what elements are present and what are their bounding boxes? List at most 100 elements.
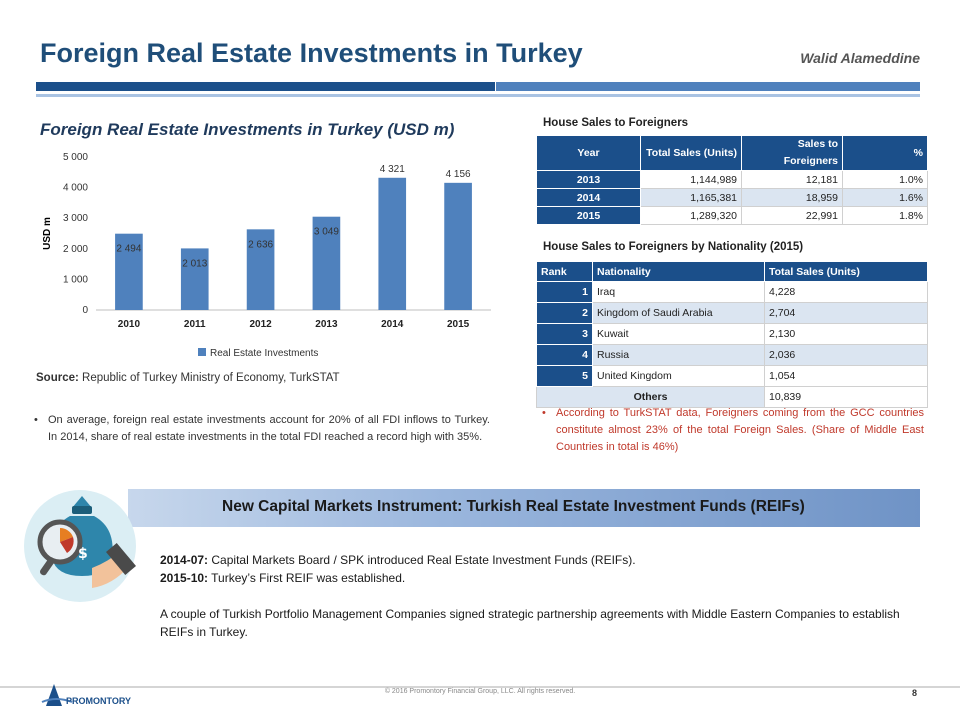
percent-cell: 1.0% <box>842 170 928 189</box>
legend-swatch <box>198 348 206 356</box>
total-sales-cell: 1,144,989 <box>640 170 742 189</box>
table-row: 2013 1,144,989 12,181 1.0% <box>536 170 928 189</box>
units-cell: 4,228 <box>764 281 928 303</box>
reif-info: 2014-07: Capital Markets Board / SPK int… <box>160 551 920 641</box>
copyright-notice: © 2016 Promontory Financial Group, LLC. … <box>384 688 576 695</box>
y-tick-label: 2 000 <box>63 244 88 255</box>
y-tick-label: 3 000 <box>63 213 88 224</box>
bar-value-label: 2 494 <box>116 244 141 255</box>
reif-item-text: Turkey’s First REIF was established. <box>211 571 406 585</box>
table-row: 2 Kingdom of Saudi Arabia 2,704 <box>536 302 928 324</box>
bar-value-label: 2 636 <box>248 239 273 250</box>
bar <box>444 182 472 310</box>
col-year: Year <box>536 135 641 171</box>
source-text: Republic of Turkey Ministry of Economy, … <box>82 372 340 384</box>
chart-source: Source: Republic of Turkey Ministry of E… <box>36 372 340 384</box>
bar-value-label: 4 156 <box>446 169 471 180</box>
source-label: Source: <box>36 372 79 384</box>
nationality-table: Rank Nationality Total Sales (Units) 1 I… <box>536 261 928 408</box>
rank-cell: 3 <box>536 323 593 345</box>
page-title: Foreign Real Estate Investments in Turke… <box>40 38 583 68</box>
bar <box>312 216 341 310</box>
money-bag-hand-icon: $ <box>24 490 137 602</box>
year-cell: 2013 <box>536 170 641 189</box>
svg-text:$: $ <box>78 546 88 562</box>
year-cell: 2015 <box>536 206 641 225</box>
reif-item: 2014-07: Capital Markets Board / SPK int… <box>160 551 920 569</box>
table-row: 1 Iraq 4,228 <box>536 281 928 303</box>
x-tick-label: 2012 <box>249 319 272 330</box>
legend-label: Real Estate Investments <box>210 348 318 359</box>
nationality-caption: House Sales to Foreigners by Nationality… <box>543 241 804 253</box>
company-logo: PROMONTORY <box>40 678 150 713</box>
house-sales-caption: House Sales to Foreigners <box>543 117 689 129</box>
x-tick-label: 2011 <box>184 319 206 330</box>
reif-item-text: Capital Markets Board / SPK introduced R… <box>211 553 636 567</box>
bar <box>115 233 143 310</box>
others-label-cell: Others <box>536 386 765 408</box>
reif-banner <box>128 489 920 527</box>
x-tick-label: 2010 <box>118 319 141 330</box>
author-name: Walid Alameddine <box>800 50 920 66</box>
units-cell: 2,130 <box>764 323 928 345</box>
bar <box>246 229 275 310</box>
bar-value-label: 2 013 <box>182 258 207 269</box>
table-row: 3 Kuwait 2,130 <box>536 323 928 345</box>
nationality-cell: Kingdom of Saudi Arabia <box>592 302 765 324</box>
y-tick-label: 0 <box>82 305 88 316</box>
year-cell: 2014 <box>536 188 641 207</box>
total-sales-cell: 1,289,320 <box>640 206 742 225</box>
nationality-cell: Russia <box>592 344 765 366</box>
rank-cell: 5 <box>536 365 593 387</box>
reif-paragraph: A couple of Turkish Portfolio Management… <box>160 607 900 639</box>
bar-value-label: 4 321 <box>380 164 405 175</box>
title-rule-light <box>36 94 920 97</box>
table-row: Others 10,839 <box>536 386 928 408</box>
rank-cell: 2 <box>536 302 593 324</box>
reif-banner-title: New Capital Markets Instrument: Turkish … <box>222 498 805 515</box>
table-row: 2014 1,165,381 18,959 1.6% <box>536 188 928 207</box>
house-sales-table: Year Total Sales (Units) Sales to Foreig… <box>536 135 928 225</box>
y-tick-label: 1 000 <box>63 274 88 285</box>
units-cell: 2,704 <box>764 302 928 324</box>
nationality-cell: Iraq <box>592 281 765 303</box>
percent-cell: 1.6% <box>842 188 928 207</box>
page-number: 8 <box>912 688 918 698</box>
nationality-cell: Kuwait <box>592 323 765 345</box>
fdi-bullet: On average, foreign real estate investme… <box>34 412 490 446</box>
col-total-sales: Total Sales (Units) <box>640 135 742 171</box>
x-tick-label: 2013 <box>315 319 338 330</box>
y-tick-label: 5 000 <box>63 152 88 163</box>
bar <box>378 177 407 310</box>
foreign-sales-cell: 22,991 <box>741 206 843 225</box>
col-sales-foreigners: Sales to Foreigners <box>741 135 843 171</box>
lighthouse-icon: PROMONTORY <box>41 684 131 706</box>
col-rank: Rank <box>536 261 593 282</box>
rank-cell: 4 <box>536 344 593 366</box>
col-nationality: Nationality <box>592 261 765 282</box>
table-row: 4 Russia 2,036 <box>536 344 928 366</box>
gcc-bullet: According to TurkSTAT data, Foreigners c… <box>542 405 924 456</box>
title-rule-mid <box>496 82 920 91</box>
foreign-sales-cell: 12,181 <box>741 170 843 189</box>
reif-item-date: 2015-10: <box>160 571 209 585</box>
bar <box>180 248 209 310</box>
table-row: 2015 1,289,320 22,991 1.8% <box>536 206 928 225</box>
total-sales-cell: 1,165,381 <box>640 188 742 207</box>
foreign-sales-cell: 18,959 <box>741 188 843 207</box>
bar-chart: USD m 0 1 000 2 000 3 000 4 000 5 000 2 494 2010… <box>42 152 491 359</box>
col-total-units: Total Sales (Units) <box>764 261 928 282</box>
table-row: 5 United Kingdom 1,054 <box>536 365 928 387</box>
percent-cell: 1.8% <box>842 206 928 225</box>
units-cell: 2,036 <box>764 344 928 366</box>
footer-rule <box>0 686 960 688</box>
nationality-cell: United Kingdom <box>592 365 765 387</box>
title-rule-dark <box>36 82 495 91</box>
x-tick-label: 2014 <box>381 319 404 330</box>
logo-text: PROMONTORY <box>66 696 131 706</box>
x-tick-label: 2015 <box>447 319 470 330</box>
units-cell: 1,054 <box>764 365 928 387</box>
y-axis-label: USD m <box>42 217 53 250</box>
col-percent: % <box>842 135 928 171</box>
bar-value-label: 3 049 <box>314 227 339 238</box>
